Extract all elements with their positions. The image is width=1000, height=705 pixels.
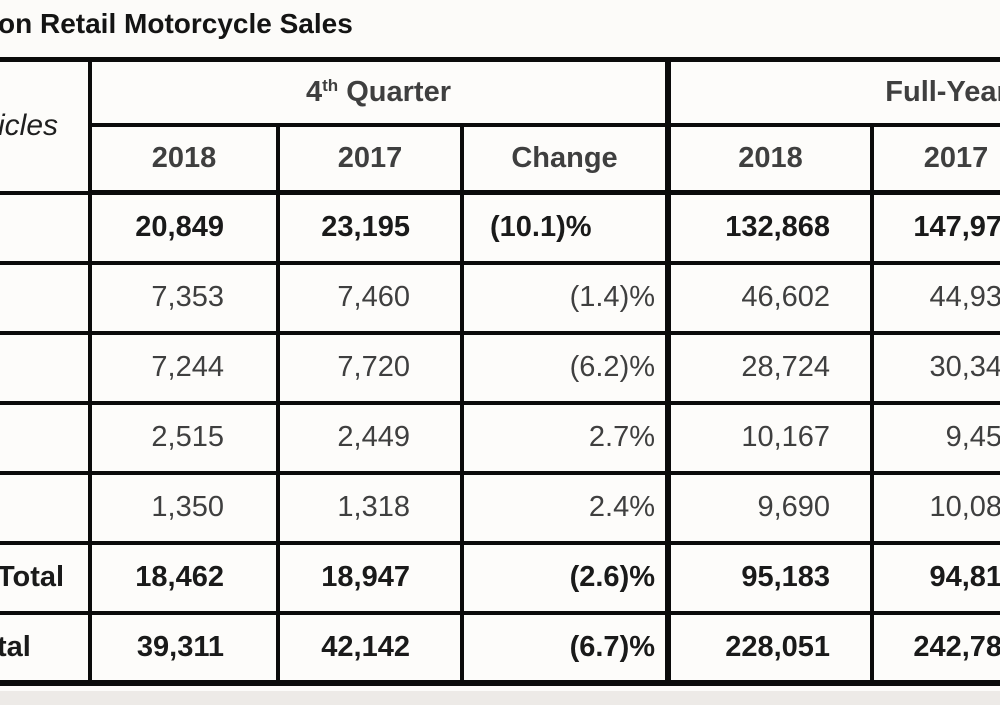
q4-2018-value: 7,353 — [90, 262, 280, 335]
q4-superscript: th — [322, 75, 339, 95]
fy-2018-value: 46,602 — [668, 262, 875, 335]
corner-label: icles — [0, 59, 92, 195]
q4-2017-value: 42,142 — [278, 612, 464, 683]
q4-2017-value: 7,720 — [278, 332, 464, 405]
table-section-header-row: icles 4th Quarter Full-Year — [0, 59, 1000, 195]
q4-2018-value: 7,244 — [90, 332, 280, 405]
col-header-q4-2017: 2017 — [278, 124, 464, 195]
fy-2017-value: 242,78 — [872, 612, 1000, 683]
table-row: 7,244 7,720 (6.2)% 28,724 30,34 — [0, 332, 1000, 405]
retail-sales-table: icles 4th Quarter Full-Year 2018 2017 Ch… — [0, 57, 1000, 686]
q4-number: 4 — [306, 75, 323, 108]
fy-2017-value: 147,97 — [872, 192, 1000, 265]
row-label: tal — [0, 612, 92, 683]
table-row: 2,515 2,449 2.7% 10,167 9,45 — [0, 402, 1000, 475]
fy-2018-value: 9,690 — [668, 472, 875, 545]
fy-2017-value: 44,93 — [872, 262, 1000, 335]
q4-change-value: 2.4% — [462, 472, 672, 545]
col-header-fy-2017: 2017 — [872, 124, 1000, 195]
corner-label-text: icles — [0, 109, 59, 143]
q4-change-value: (1.4)% — [462, 262, 672, 335]
fy-2017-value: 30,34 — [872, 332, 1000, 405]
section-header-q4: 4th Quarter — [90, 59, 672, 127]
fy-2018-value: 28,724 — [668, 332, 875, 405]
q4-2018-value: 1,350 — [90, 472, 280, 545]
table-row: 20,849 23,195 (10.1)% 132,868 147,97 — [0, 192, 1000, 265]
row-label — [0, 262, 92, 335]
fy-2018-value: 10,167 — [668, 402, 875, 475]
table-row-grand-total: tal 39,311 42,142 (6.7)% 228,051 242,78 — [0, 612, 1000, 683]
table-row-international-total: Total 18,462 18,947 (2.6)% 95,183 94,81 — [0, 542, 1000, 615]
row-label — [0, 332, 92, 405]
row-label — [0, 472, 92, 545]
q4-2017-value: 2,449 — [278, 402, 464, 475]
col-header-q4-2018: 2018 — [90, 124, 280, 195]
q4-change-value: (6.7)% — [462, 612, 672, 683]
q4-2018-value: 2,515 — [90, 402, 280, 475]
fy-2018-value: 228,051 — [668, 612, 875, 683]
q4-2018-value: 39,311 — [90, 612, 280, 683]
section-header-full-year: Full-Year — [668, 59, 1000, 127]
table-row: 1,350 1,318 2.4% 9,690 10,08 — [0, 472, 1000, 545]
q4-2018-value: 18,462 — [90, 542, 280, 615]
col-header-q4-change: Change — [462, 124, 672, 195]
row-label: Total — [0, 542, 92, 615]
q4-change-value: 2.7% — [462, 402, 672, 475]
col-header-fy-2018: 2018 — [668, 124, 875, 195]
q4-change-value: (6.2)% — [462, 332, 672, 405]
q4-2017-value: 18,947 — [278, 542, 464, 615]
q4-change-value: (10.1)% — [462, 192, 672, 265]
table-row: 7,353 7,460 (1.4)% 46,602 44,93 — [0, 262, 1000, 335]
fy-2017-value: 94,81 — [872, 542, 1000, 615]
bottom-margin-strip — [0, 691, 1000, 705]
q4-2017-value: 7,460 — [278, 262, 464, 335]
fy-2017-value: 9,45 — [872, 402, 1000, 475]
q4-change-value: (2.6)% — [462, 542, 672, 615]
fy-2017-value: 10,08 — [872, 472, 1000, 545]
row-label — [0, 402, 92, 475]
fy-2018-value: 95,183 — [668, 542, 875, 615]
q4-2018-value: 20,849 — [90, 192, 280, 265]
fy-2018-value: 132,868 — [668, 192, 875, 265]
q4-2017-value: 1,318 — [278, 472, 464, 545]
table-year-header-row: 2018 2017 Change 2018 2017 — [0, 124, 1000, 195]
page-title: on Retail Motorcycle Sales — [0, 8, 353, 39]
q4-2017-value: 23,195 — [278, 192, 464, 265]
q4-word: Quarter — [338, 75, 452, 108]
row-label — [0, 192, 92, 265]
